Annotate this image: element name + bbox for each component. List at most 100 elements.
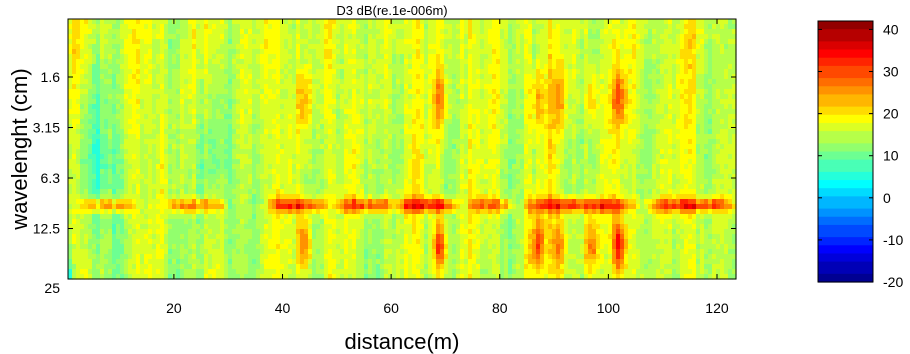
heatmap-cell bbox=[336, 159, 341, 165]
heatmap-cell bbox=[316, 249, 321, 255]
heatmap-cell bbox=[304, 124, 309, 130]
heatmap-cell bbox=[212, 99, 217, 105]
heatmap-cell bbox=[344, 249, 349, 255]
heatmap-cell bbox=[392, 79, 397, 85]
heatmap-cell bbox=[352, 224, 357, 230]
heatmap-cell bbox=[112, 229, 117, 235]
heatmap-cell bbox=[204, 104, 209, 110]
heatmap-cell bbox=[96, 134, 101, 140]
heatmap-cell bbox=[252, 74, 257, 80]
heatmap-cell bbox=[180, 219, 185, 225]
heatmap-cell bbox=[296, 154, 301, 160]
heatmap-cell bbox=[356, 179, 361, 185]
heatmap-cell bbox=[320, 179, 325, 185]
heatmap-cell bbox=[292, 99, 297, 105]
heatmap-cell bbox=[408, 104, 413, 110]
heatmap-cell bbox=[280, 39, 285, 45]
heatmap-cell bbox=[176, 199, 181, 205]
heatmap-cell bbox=[252, 229, 257, 235]
heatmap-cell bbox=[448, 189, 453, 195]
heatmap-cell bbox=[132, 189, 137, 195]
heatmap-cell bbox=[212, 129, 217, 135]
heatmap-cell bbox=[84, 174, 89, 180]
heatmap-cell bbox=[204, 94, 209, 100]
heatmap-cell bbox=[228, 29, 233, 35]
heatmap-cell bbox=[100, 19, 105, 25]
heatmap-cell bbox=[396, 104, 401, 110]
heatmap-cell bbox=[120, 114, 125, 120]
heatmap-cell bbox=[264, 44, 269, 50]
heatmap-cell bbox=[220, 249, 225, 255]
heatmap-cell bbox=[140, 99, 145, 105]
heatmap-cell bbox=[292, 264, 297, 270]
heatmap-cell bbox=[100, 109, 105, 115]
heatmap-cell bbox=[432, 129, 437, 135]
heatmap-cell bbox=[208, 229, 213, 235]
heatmap-cell bbox=[292, 39, 297, 45]
heatmap-cell bbox=[228, 99, 233, 105]
heatmap-cell bbox=[340, 44, 345, 50]
heatmap-cell bbox=[116, 94, 121, 100]
heatmap-cell bbox=[444, 104, 449, 110]
heatmap-cell bbox=[276, 234, 281, 240]
heatmap-cell bbox=[320, 74, 325, 80]
heatmap-cell bbox=[76, 109, 81, 115]
heatmap-cell bbox=[236, 94, 241, 100]
heatmap-cell bbox=[256, 134, 261, 140]
heatmap-cell bbox=[328, 119, 333, 125]
heatmap-cell bbox=[416, 274, 421, 280]
heatmap-cell bbox=[296, 194, 301, 200]
heatmap-cell bbox=[248, 254, 253, 260]
heatmap-cell bbox=[312, 19, 317, 25]
heatmap-cell bbox=[308, 209, 313, 215]
heatmap-cell bbox=[244, 139, 249, 145]
heatmap-cell bbox=[284, 34, 289, 40]
heatmap-cell bbox=[204, 149, 209, 155]
heatmap-cell bbox=[212, 59, 217, 65]
heatmap-cell bbox=[168, 89, 173, 95]
heatmap-cell bbox=[420, 94, 425, 100]
heatmap-cell bbox=[340, 229, 345, 235]
heatmap-cell bbox=[428, 109, 433, 115]
heatmap-cell bbox=[232, 179, 237, 185]
heatmap-cell bbox=[420, 219, 425, 225]
heatmap-cell bbox=[144, 224, 149, 230]
heatmap-cell bbox=[316, 199, 321, 205]
heatmap-cell bbox=[92, 174, 97, 180]
heatmap-cell bbox=[448, 89, 453, 95]
heatmap-cell bbox=[272, 104, 277, 110]
heatmap-cell bbox=[148, 49, 153, 55]
heatmap-cell bbox=[304, 264, 309, 270]
heatmap-cell bbox=[380, 79, 385, 85]
heatmap-cell bbox=[448, 169, 453, 175]
heatmap-cell bbox=[96, 274, 101, 280]
heatmap-cell bbox=[224, 64, 229, 70]
heatmap-cell bbox=[384, 179, 389, 185]
heatmap-cell bbox=[104, 119, 109, 125]
heatmap-cell bbox=[88, 199, 93, 205]
heatmap-cell bbox=[352, 229, 357, 235]
heatmap-cell bbox=[252, 264, 257, 270]
heatmap-cell bbox=[356, 259, 361, 265]
heatmap-cell bbox=[392, 269, 397, 275]
heatmap-cell bbox=[120, 149, 125, 155]
heatmap-cell bbox=[180, 209, 185, 215]
heatmap-cell bbox=[76, 259, 81, 265]
heatmap-cell bbox=[444, 164, 449, 170]
heatmap-cell bbox=[424, 174, 429, 180]
heatmap-cell bbox=[200, 264, 205, 270]
heatmap-cell bbox=[396, 94, 401, 100]
heatmap-cell bbox=[180, 124, 185, 130]
heatmap-cell bbox=[152, 114, 157, 120]
heatmap-cell bbox=[392, 169, 397, 175]
heatmap-cell bbox=[164, 159, 169, 165]
heatmap-cell bbox=[180, 69, 185, 75]
heatmap-cell bbox=[236, 99, 241, 105]
heatmap-cell bbox=[444, 244, 449, 250]
heatmap-cell bbox=[220, 49, 225, 55]
heatmap-cell bbox=[228, 229, 233, 235]
heatmap-cell bbox=[328, 89, 333, 95]
heatmap-cell bbox=[172, 24, 177, 30]
heatmap-cell bbox=[72, 249, 77, 255]
heatmap-cell bbox=[216, 274, 221, 280]
